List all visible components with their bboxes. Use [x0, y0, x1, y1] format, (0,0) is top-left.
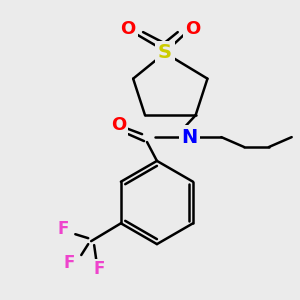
- Text: F: F: [64, 254, 75, 272]
- Text: N: N: [182, 128, 198, 147]
- Text: F: F: [58, 220, 69, 238]
- Text: F: F: [93, 260, 105, 278]
- Text: O: O: [121, 20, 136, 38]
- Text: S: S: [158, 44, 172, 62]
- Text: O: O: [185, 20, 200, 38]
- Text: O: O: [111, 116, 126, 134]
